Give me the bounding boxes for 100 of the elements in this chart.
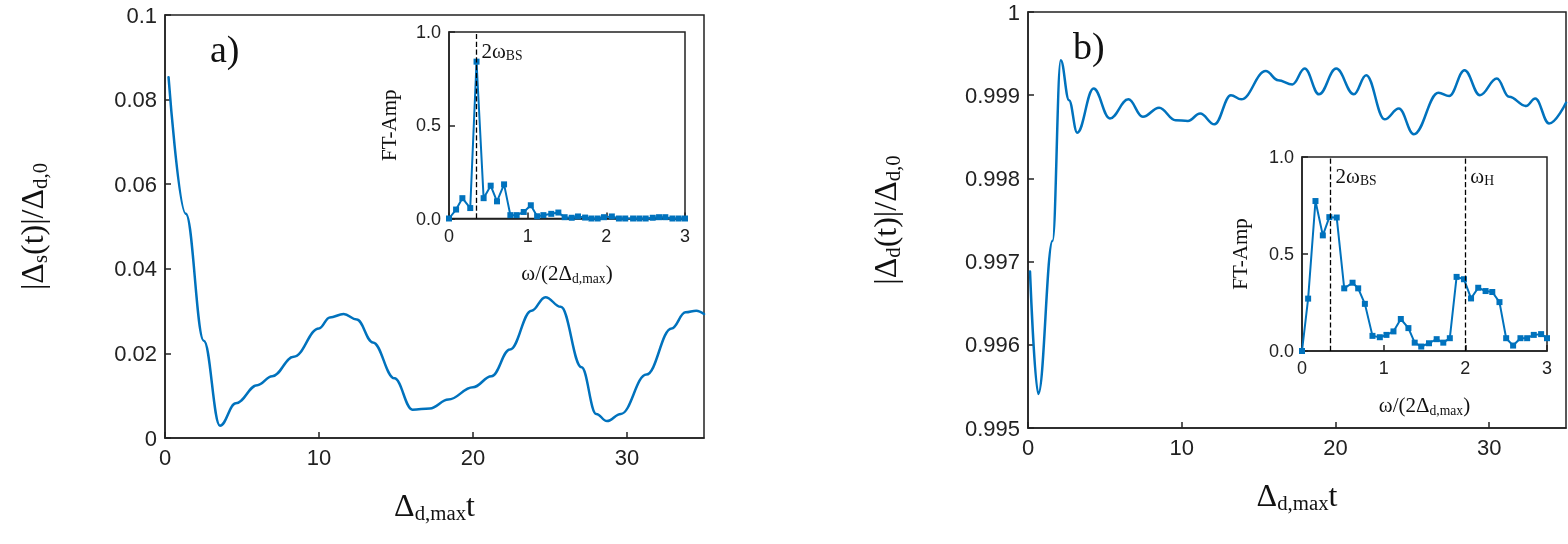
y-axis-title: |Δd(t)|/Δd,0 bbox=[866, 155, 904, 285]
point bbox=[1361, 300, 1368, 307]
point bbox=[1446, 335, 1453, 342]
point bbox=[608, 213, 615, 220]
point bbox=[1544, 335, 1550, 342]
y-tick-label: 0.997 bbox=[964, 249, 1020, 275]
point bbox=[501, 181, 508, 188]
x-tick-label: 1 bbox=[1378, 358, 1389, 378]
point bbox=[1341, 285, 1348, 292]
point bbox=[493, 198, 500, 205]
point bbox=[1503, 335, 1510, 342]
point bbox=[1530, 331, 1537, 338]
point bbox=[1425, 340, 1432, 347]
point bbox=[1453, 273, 1460, 280]
point bbox=[622, 215, 629, 222]
point bbox=[1468, 295, 1475, 302]
annotation: b) bbox=[1073, 25, 1105, 68]
point bbox=[513, 212, 520, 219]
point bbox=[1355, 285, 1362, 292]
point bbox=[548, 210, 555, 217]
point bbox=[1312, 198, 1319, 205]
y-axis-title: FT-Amp bbox=[1227, 218, 1252, 290]
annotation: a) bbox=[210, 28, 240, 71]
y-tick-label: 0.998 bbox=[964, 165, 1020, 191]
x-tick-label: 3 bbox=[679, 225, 691, 246]
point bbox=[642, 215, 649, 222]
point bbox=[669, 215, 676, 222]
point bbox=[1440, 339, 1447, 346]
x-tick-label: 0 bbox=[1296, 358, 1308, 378]
point bbox=[540, 212, 547, 219]
point bbox=[1333, 214, 1340, 221]
point bbox=[1496, 299, 1503, 306]
point bbox=[615, 215, 622, 222]
y-tick-label: 0.996 bbox=[964, 332, 1020, 358]
x-tick-label: 1 bbox=[522, 225, 533, 246]
point bbox=[1383, 331, 1390, 338]
line-series bbox=[167, 75, 706, 427]
point bbox=[594, 215, 601, 222]
point bbox=[1411, 339, 1418, 346]
point bbox=[675, 215, 682, 222]
point bbox=[534, 213, 541, 220]
y-tick-label: 0.0 bbox=[415, 208, 441, 229]
point bbox=[1376, 334, 1383, 341]
y-tick-label: 0.5 bbox=[1268, 244, 1294, 264]
point bbox=[1418, 343, 1425, 350]
point bbox=[1433, 336, 1440, 343]
y-axis-title: FT-Amp bbox=[376, 89, 401, 162]
x-tick-label: 10 bbox=[306, 444, 332, 470]
x-tick-label: 0 bbox=[443, 225, 455, 246]
point bbox=[1390, 328, 1397, 335]
point bbox=[656, 214, 663, 221]
point bbox=[575, 213, 582, 220]
point bbox=[480, 195, 487, 202]
point bbox=[1405, 325, 1412, 332]
y-axis-title: |Δs(t)|/Δd,0 bbox=[13, 162, 51, 291]
point bbox=[662, 214, 669, 221]
x-tick-label: 20 bbox=[1323, 434, 1348, 460]
point bbox=[682, 215, 688, 222]
point bbox=[1349, 279, 1356, 286]
x-tick-label: 20 bbox=[460, 444, 486, 470]
point bbox=[487, 182, 494, 189]
point bbox=[568, 214, 575, 221]
point bbox=[588, 215, 595, 222]
y-tick-label: 0.08 bbox=[114, 87, 157, 113]
point bbox=[446, 215, 452, 222]
point bbox=[600, 214, 607, 221]
point bbox=[1510, 342, 1517, 349]
point bbox=[561, 214, 568, 221]
y-tick-label: 0.06 bbox=[114, 171, 157, 197]
x-tick-label: 2 bbox=[601, 225, 612, 246]
point bbox=[636, 215, 643, 222]
point bbox=[1475, 284, 1482, 291]
point bbox=[1489, 289, 1496, 296]
x-tick-label: 30 bbox=[1476, 434, 1502, 460]
x-tick-label: 2 bbox=[1460, 358, 1471, 378]
y-tick-label: 1 bbox=[1007, 0, 1020, 25]
point bbox=[1319, 232, 1326, 239]
point bbox=[1538, 331, 1545, 338]
x-tick-label: 3 bbox=[1541, 358, 1553, 378]
point bbox=[1397, 315, 1404, 322]
point bbox=[649, 214, 656, 221]
y-tick-label: 0.995 bbox=[964, 415, 1020, 441]
point bbox=[459, 195, 466, 202]
y-tick-label: 0.04 bbox=[114, 256, 157, 282]
point bbox=[1524, 335, 1531, 342]
point bbox=[1305, 295, 1312, 302]
point bbox=[507, 212, 514, 219]
y-tick-label: 0.02 bbox=[114, 340, 157, 366]
x-tick-label: 10 bbox=[1169, 434, 1194, 460]
y-tick-label: 1.0 bbox=[1268, 147, 1294, 167]
point bbox=[1369, 332, 1376, 339]
y-tick-label: 0.5 bbox=[415, 115, 441, 136]
y-tick-label: 0.999 bbox=[964, 82, 1020, 108]
y-tick-label: 0.1 bbox=[126, 2, 157, 28]
point bbox=[1482, 288, 1489, 295]
point bbox=[453, 206, 460, 213]
point bbox=[1299, 348, 1305, 354]
point bbox=[555, 209, 562, 216]
x-tick-label: 30 bbox=[614, 444, 640, 470]
point bbox=[527, 202, 534, 209]
